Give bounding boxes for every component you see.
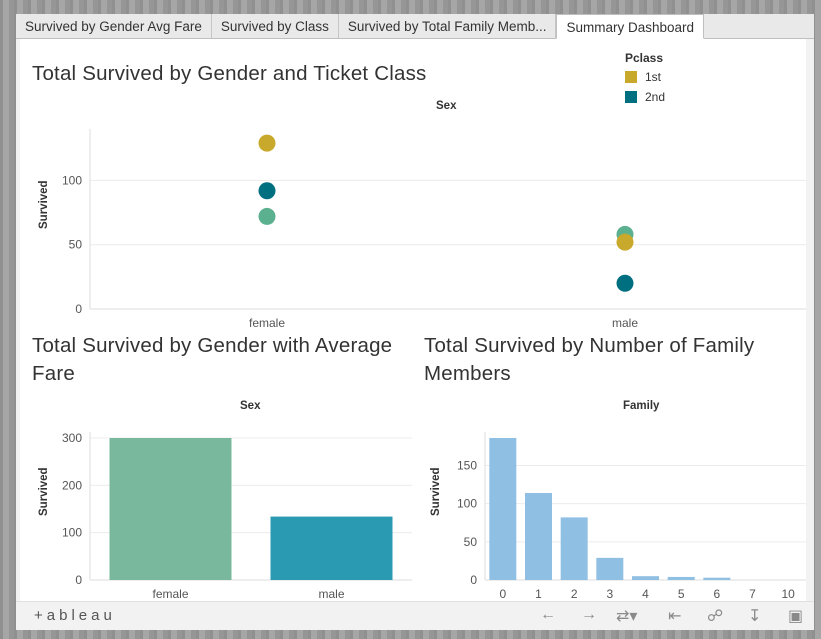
- y-tick-label: 100: [457, 497, 477, 511]
- bar: [109, 438, 232, 580]
- legend-label: 2nd: [645, 90, 666, 104]
- tab-summary-dashboard[interactable]: Summary Dashboard: [556, 14, 705, 39]
- y-tick-label: 0: [75, 302, 82, 316]
- y-tick-label: 50: [464, 535, 478, 549]
- x-tick-label: 1: [535, 587, 542, 601]
- bar: [703, 577, 731, 580]
- share-icon[interactable]: ☍: [707, 608, 724, 625]
- bar: [667, 576, 695, 580]
- legend-swatch: [625, 71, 637, 83]
- dashboard: Total Survived by Gender and Ticket Clas…: [20, 39, 806, 601]
- bar: [560, 517, 588, 580]
- y-tick-label: 100: [62, 526, 82, 540]
- x-tick-label: 0: [499, 587, 506, 601]
- scatter-point: [616, 233, 634, 251]
- revert-icon[interactable]: ⇄▾: [616, 608, 638, 625]
- chart2-x-title: Sex: [240, 400, 261, 412]
- x-tick-label: female: [152, 587, 188, 601]
- x-tick-label: 2: [571, 587, 578, 601]
- undo-icon[interactable]: ←: [540, 606, 556, 623]
- legend-swatch: [625, 91, 637, 103]
- y-tick-label: 100: [62, 173, 82, 187]
- bar: [596, 557, 624, 580]
- chart2-title: Total Survived by Gender with Average Fa…: [32, 334, 393, 385]
- legend-label: 1st: [645, 70, 662, 84]
- x-tick-label: male: [318, 587, 344, 601]
- y-tick-label: 300: [62, 431, 82, 445]
- scatter-point: [616, 274, 634, 292]
- x-tick-label: 4: [642, 587, 649, 601]
- x-tick-label: female: [249, 316, 285, 330]
- legend-item-1st[interactable]: 1st: [625, 70, 665, 84]
- x-tick-label: male: [612, 316, 638, 330]
- y-tick-label: 50: [69, 238, 83, 252]
- y-tick-label: 0: [75, 573, 82, 587]
- x-tick-label: 6: [713, 587, 720, 601]
- download-icon[interactable]: ↧: [748, 608, 762, 625]
- tab-survived-by-family[interactable]: Survived by Total Family Memb...: [339, 14, 557, 38]
- x-tick-label: 7: [749, 587, 756, 601]
- chart3-title: Total Survived by Number of Family Membe…: [424, 334, 755, 385]
- chart1-x-title: Sex: [436, 100, 457, 112]
- redo-icon[interactable]: →: [581, 606, 597, 623]
- bar: [270, 516, 393, 580]
- y-tick-label: 150: [457, 458, 477, 472]
- tab-survived-by-gender-avg-fare[interactable]: Survived by Gender Avg Fare: [16, 14, 212, 38]
- scatter-point: [258, 207, 276, 225]
- bar: [489, 438, 517, 580]
- pclass-legend: Pclass 1st 2nd: [625, 51, 665, 110]
- reset-icon[interactable]: ⇤: [668, 608, 682, 625]
- tab-survived-by-class[interactable]: Survived by Class: [212, 14, 339, 38]
- chart2-svg: 0 100 200 300 female male: [62, 431, 412, 601]
- chart1-svg: 0 50 100 female male: [62, 129, 806, 330]
- chart3-svg: 0 50 100 150 0 1 2 3 4 5 6 7 10: [457, 432, 806, 601]
- chart3-x-title: Family: [623, 400, 660, 412]
- legend-item-2nd[interactable]: 2nd: [625, 90, 665, 104]
- bar: [632, 576, 659, 580]
- fullscreen-icon[interactable]: ▣: [788, 608, 804, 625]
- tableau-toolbar: +ableau ← → ⇄▾ ⇤ ☍ ↧ ▣: [16, 601, 814, 630]
- scatter-point: [258, 182, 276, 200]
- y-tick-label: 200: [62, 478, 82, 492]
- x-tick-label: 10: [781, 587, 795, 601]
- tableau-frame: Survived by Gender Avg Fare Survived by …: [16, 14, 814, 630]
- x-tick-label: 5: [678, 587, 685, 601]
- scatter-point: [258, 134, 276, 152]
- bar: [525, 492, 552, 580]
- sheet-tabs: Survived by Gender Avg Fare Survived by …: [16, 14, 814, 39]
- y-tick-label: 0: [470, 573, 477, 587]
- x-tick-label: 3: [606, 587, 613, 601]
- chart1-title: Total Survived by Gender and Ticket Clas…: [32, 62, 427, 85]
- tableau-logo: +ableau: [34, 607, 116, 624]
- legend-title: Pclass: [625, 51, 664, 65]
